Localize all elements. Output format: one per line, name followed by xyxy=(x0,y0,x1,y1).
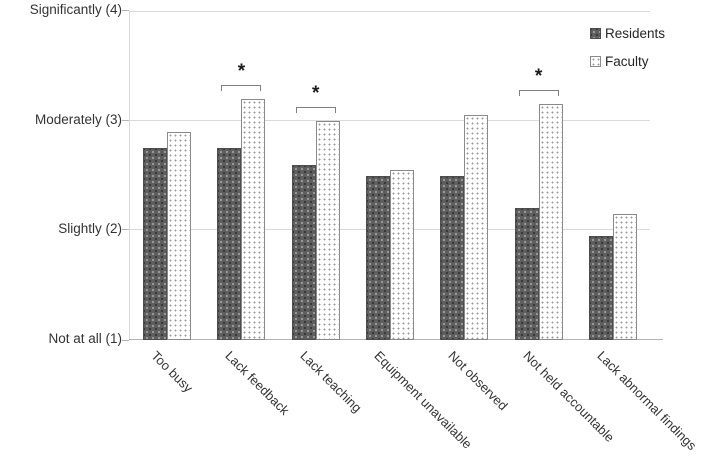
faculty-swatch-icon xyxy=(590,56,601,67)
y-axis-tick xyxy=(122,10,129,11)
y-axis-tick xyxy=(122,119,129,121)
bar-residents-2 xyxy=(217,148,242,340)
bar-residents-3 xyxy=(291,164,316,340)
bar-residents-4 xyxy=(366,175,390,340)
y-axis-tick xyxy=(122,340,129,341)
bar-residents-5 xyxy=(440,175,465,340)
bar-faculty-7 xyxy=(612,213,637,340)
gridline-4 xyxy=(130,11,650,12)
y-axis-label: Slightly (2) xyxy=(58,221,122,237)
bar-faculty-3 xyxy=(315,120,340,340)
gridline-3 xyxy=(130,119,650,121)
y-axis-line xyxy=(129,11,130,340)
bar-faculty-2 xyxy=(241,98,266,340)
bar-residents-7 xyxy=(588,235,613,340)
x-axis-label-1: Too busy xyxy=(148,348,196,396)
significance-bracket xyxy=(221,84,262,91)
y-axis-label: Moderately (3) xyxy=(34,111,122,127)
x-axis-label-2: Lack feedback xyxy=(222,348,293,418)
significance-asterisk: * xyxy=(237,60,246,82)
x-axis-label-5: Not observed xyxy=(445,348,511,414)
plot-area: * * * xyxy=(122,10,663,341)
legend-item-faculty: Faculty xyxy=(590,54,665,69)
bar-faculty-4 xyxy=(390,170,414,340)
y-axis-tick xyxy=(122,229,129,231)
y-axis-label: Significantly (4) xyxy=(29,2,122,17)
y-axis-label: Not at all (1) xyxy=(48,331,122,346)
x-axis-label-3: Lack teaching xyxy=(297,348,365,416)
legend-label-faculty: Faculty xyxy=(605,54,649,69)
legend: Residents Faculty xyxy=(590,26,665,82)
bar-faculty-6 xyxy=(538,104,563,340)
significance-asterisk: * xyxy=(312,82,320,104)
y-axis-labels: Not at all (1) Slightly (2) Moderately (3)… xyxy=(0,0,122,466)
significance-bracket xyxy=(518,90,559,97)
residents-swatch-icon xyxy=(590,28,601,39)
bar-faculty-5 xyxy=(464,115,489,340)
significance-asterisk: * xyxy=(534,66,543,88)
bar-faculty-1 xyxy=(167,131,192,340)
legend-label-residents: Residents xyxy=(605,26,666,41)
significance-bracket xyxy=(295,106,336,113)
bar-residents-6 xyxy=(514,208,539,340)
bar-residents-1 xyxy=(143,148,168,340)
legend-item-residents: Residents xyxy=(590,26,665,41)
